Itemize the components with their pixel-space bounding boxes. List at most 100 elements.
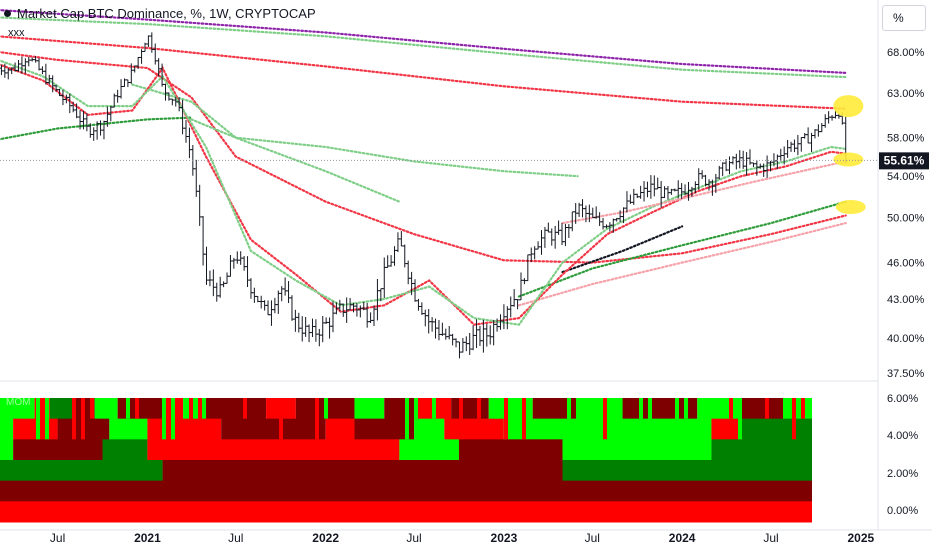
y-tick-label: 40.00%: [887, 333, 925, 345]
heat-cell: [594, 398, 598, 419]
heat-cell: [90, 398, 94, 419]
heat-cell: [325, 418, 355, 440]
heat-cell: [0, 439, 14, 461]
heat-cell: [147, 418, 222, 440]
x-tick-label: Jul: [406, 531, 421, 545]
heat-cell: [729, 398, 733, 419]
momentum-label: MOM: [6, 397, 30, 408]
moving-average-line: [190, 118, 579, 178]
heat-cell: [315, 398, 319, 440]
unit-button[interactable]: %: [882, 5, 926, 31]
x-tick-label: 2024: [669, 531, 696, 545]
heat-cell: [792, 398, 796, 440]
heat-cell: [786, 398, 812, 420]
heat-cell: [648, 398, 652, 440]
moving-average-line: [0, 9, 847, 75]
y-tick-label: 43.00%: [887, 294, 925, 306]
sub-y-tick-label: 0.00%: [887, 505, 918, 517]
y-tick-label: 37.50%: [887, 368, 925, 380]
x-tick-label: Jul: [585, 531, 600, 545]
heat-cell: [577, 398, 623, 420]
chart-title-text: Market Cap BTC Dominance, %, 1W, CRYPTOC…: [17, 6, 316, 21]
heat-cell: [0, 460, 163, 482]
momentum-panel: MOM: [0, 397, 812, 523]
heat-cell: [399, 439, 459, 461]
heat-cell: [206, 398, 267, 420]
heat-cell: [612, 398, 616, 419]
heat-cell: [384, 398, 415, 420]
heat-cell: [13, 418, 58, 440]
heat-cell: [741, 398, 787, 420]
last-price-label: 55.61%: [884, 153, 925, 167]
heat-cell: [504, 398, 508, 440]
heat-cell: [49, 398, 73, 420]
x-tick-label: Jul: [228, 531, 243, 545]
heat-cell: [13, 439, 103, 461]
heat-cell: [451, 398, 489, 420]
moving-average-line: [517, 200, 847, 298]
x-tick-label: 2023: [491, 531, 518, 545]
heat-cell: [189, 398, 193, 440]
heat-cell: [0, 501, 812, 523]
heat-cell: [414, 398, 418, 419]
heat-cell: [711, 439, 812, 461]
heat-cell: [684, 398, 688, 419]
chart-title: Market Cap BTC Dominance, %, 1W, CRYPTOC…: [4, 6, 316, 21]
heat-cell: [45, 398, 49, 440]
indicator-label: xxx: [8, 27, 25, 39]
heat-cell: [503, 418, 563, 440]
grid: [0, 0, 932, 531]
heat-cell: [405, 398, 409, 440]
heat-cell: [522, 398, 526, 440]
heat-cell: [639, 398, 643, 440]
heat-cell: [354, 418, 415, 440]
heat-cell: [444, 418, 504, 440]
x-tick-label: Jul: [50, 531, 65, 545]
heat-cell: [147, 439, 400, 461]
heat-cell: [0, 398, 35, 420]
heat-cell: [354, 398, 385, 420]
heat-cell: [126, 398, 130, 419]
heat-cell: [162, 398, 166, 440]
moving-average-line: [561, 225, 684, 274]
heat-cell: [198, 398, 202, 440]
heat-cell: [562, 418, 712, 440]
y-tick-label: 68.00%: [887, 47, 925, 59]
heat-cell: [576, 398, 580, 440]
sub-y-tick-label: 2.00%: [887, 468, 918, 480]
last-price-tag: [879, 152, 929, 170]
heat-cell: [81, 398, 85, 440]
symbol-dot: [4, 10, 11, 17]
heat-cell: [117, 398, 163, 420]
heat-cell: [741, 418, 812, 440]
moving-average-line: [0, 51, 847, 264]
heat-cell: [783, 398, 787, 419]
y-tick-label: 46.00%: [887, 258, 925, 270]
heat-cell: [603, 398, 607, 440]
moving-average-line: [0, 16, 847, 79]
x-tick-label: 2021: [134, 531, 161, 545]
highlight-marks: [833, 95, 866, 215]
heat-cell: [72, 398, 76, 440]
heat-cell: [477, 398, 481, 419]
highlight-ellipse: [833, 152, 864, 167]
heat-cell: [183, 398, 207, 420]
heat-cell: [243, 398, 247, 419]
heat-cell: [109, 418, 148, 440]
heat-cell: [801, 398, 805, 419]
x-tick-label: 2022: [312, 531, 339, 545]
axes: 37.50% 40.00% 43.00% 46.00% 50.00% 54.00% 58.0…: [0, 47, 929, 545]
heat-cell: [0, 418, 14, 440]
sub-y-tick-label: 4.00%: [887, 430, 918, 442]
heat-cell: [432, 398, 436, 419]
heat-cell: [414, 418, 445, 440]
y-tick-label: 63.00%: [887, 88, 925, 100]
moving-averages: [0, 9, 847, 326]
heat-cell: [697, 398, 742, 420]
heat-cell: [459, 398, 463, 440]
heat-cell: [279, 398, 283, 440]
moving-average-line: [0, 116, 193, 141]
heat-cell: [221, 418, 326, 440]
x-tick-label: 2025: [848, 531, 875, 545]
